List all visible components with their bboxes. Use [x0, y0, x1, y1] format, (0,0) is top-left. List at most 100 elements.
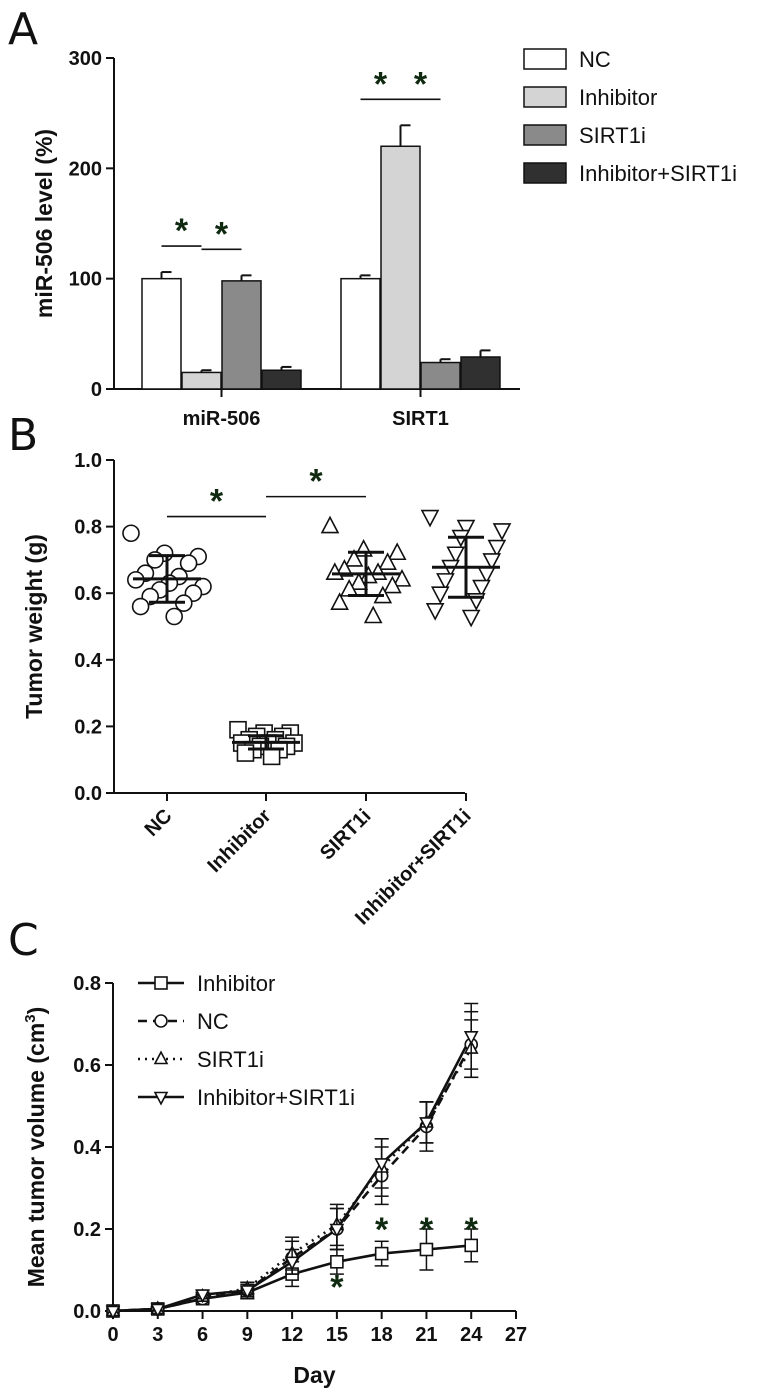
panel-a-bar-chart: A 0 100 200 300 miR-506 level (%) miR-506 SIRT1… [8, 4, 737, 430]
data-point [446, 546, 466, 565]
bar [380, 145, 421, 390]
y-tick-label: 0.6 [73, 1055, 101, 1077]
x-axis-label: Day [293, 1362, 335, 1388]
y-axis-label: Tumor weight (g) [21, 534, 47, 719]
data-point [349, 572, 369, 591]
x-tick-label: 21 [415, 1324, 437, 1346]
x-tick-label: 27 [505, 1324, 527, 1346]
data-point [378, 552, 397, 571]
y-tick-label: 100 [69, 269, 102, 291]
significance-star: * [309, 463, 323, 501]
x-tick-label: 12 [281, 1324, 303, 1346]
data-point [387, 542, 407, 561]
y-axis-label: miR-506 level (%) [31, 129, 57, 318]
legend-label: NC [579, 47, 611, 72]
significance-star: * [175, 212, 189, 250]
panel-label-b: B [8, 410, 38, 461]
data-point [456, 519, 476, 538]
data-point [419, 1242, 434, 1257]
data-point [464, 1238, 479, 1253]
y-tick-label: 0.8 [73, 973, 101, 995]
y-tick-label: 0.0 [73, 1301, 101, 1323]
significance-star: * [414, 65, 428, 103]
bar [420, 361, 461, 390]
x-tick-label: SIRT1 [392, 408, 449, 430]
data-point [344, 548, 364, 567]
data-point [179, 554, 198, 573]
x-tick-label: SIRT1i [316, 805, 376, 865]
x-tick-label: 15 [326, 1324, 348, 1346]
data-point [240, 1285, 255, 1300]
data-point [392, 568, 412, 587]
y-tick-label: 0.4 [74, 650, 103, 672]
data-point [284, 1256, 300, 1271]
data-point [105, 1305, 121, 1320]
data-point [472, 579, 491, 598]
x-tick-label: 6 [197, 1324, 208, 1346]
panel-b-scatter-chart: B 0.0 0.2 0.4 0.6 0.8 1.0 Tumor weight (g) NC Inh… [8, 410, 512, 929]
legend-label: Inhibitor+SIRT1i [197, 1085, 355, 1110]
bar [141, 277, 182, 390]
x-tick-label: 9 [242, 1324, 253, 1346]
bar [340, 277, 381, 390]
bar [460, 356, 501, 390]
y-tick-label: 200 [69, 158, 102, 180]
legend-marker [154, 1014, 168, 1028]
legend-label: NC [197, 1009, 229, 1034]
data-point [165, 607, 183, 626]
bar [181, 371, 222, 390]
y-tick-label: 0 [91, 379, 102, 401]
data-point [420, 509, 440, 528]
x-tick-label: miR-506 [183, 408, 261, 430]
y-tick-label: 300 [69, 48, 102, 70]
series-line [112, 1043, 473, 1313]
y-axis-label: Mean tumor volume (cm3) [22, 1007, 49, 1288]
data-point [374, 1246, 389, 1261]
y-tick-label: 0.0 [74, 783, 102, 805]
data-point [383, 575, 402, 594]
data-point [131, 597, 150, 616]
data-point [461, 609, 481, 628]
legend-swatch [523, 48, 567, 70]
legend-label: Inhibitor+SIRT1i [579, 161, 737, 186]
data-point [487, 539, 507, 558]
legend-marker [153, 1091, 169, 1106]
significance-star: * [210, 483, 224, 521]
data-point [425, 603, 445, 621]
data-point [262, 747, 281, 766]
data-point [320, 515, 340, 534]
significance-star: * [374, 65, 388, 103]
legend-marker [153, 1050, 169, 1065]
data-point [363, 605, 383, 624]
significance-star: * [215, 215, 229, 253]
y-tick-label: 0.6 [74, 583, 102, 605]
y-tick-label: 0.4 [73, 1137, 102, 1159]
legend-label: SIRT1i [579, 123, 646, 148]
y-tick-label: 0.2 [74, 716, 102, 738]
data-point [436, 573, 455, 591]
panel-c-line-chart: C 0.0 0.2 0.4 0.6 0.8 0 3 6 9 12 15 18 21 24 27 Day Mean … [8, 915, 527, 1388]
bar [261, 369, 302, 390]
x-tick-label: Inhibitor [203, 805, 275, 877]
data-point [368, 562, 388, 581]
x-tick-label: 3 [152, 1324, 163, 1346]
data-point [430, 586, 450, 605]
legend-label: Inhibitor [197, 971, 275, 996]
panel-label-a: A [8, 4, 38, 55]
data-point [236, 744, 255, 762]
data-point [482, 553, 502, 571]
data-point [122, 524, 140, 543]
x-tick-label: 24 [460, 1324, 483, 1346]
data-point [325, 562, 345, 581]
significance-star: * [420, 1211, 434, 1249]
significance-star: * [375, 1211, 389, 1249]
data-point [330, 592, 349, 610]
legend-swatch [523, 162, 567, 184]
data-point [492, 523, 512, 541]
x-tick-label: NC [141, 805, 177, 841]
data-point [150, 1303, 166, 1318]
panel-label-c: C [8, 915, 39, 966]
data-point [463, 1031, 479, 1045]
bar [221, 280, 262, 390]
